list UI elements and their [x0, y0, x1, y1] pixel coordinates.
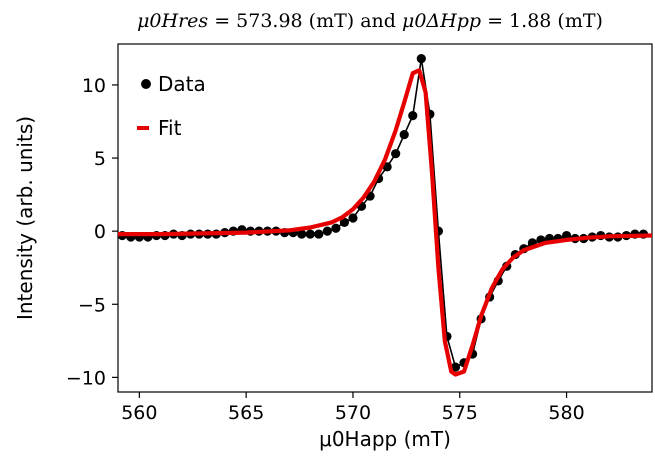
data-series-points	[118, 54, 649, 372]
data-point	[416, 54, 426, 64]
data-point	[399, 130, 409, 140]
legend-fit-label: Fit	[158, 116, 182, 140]
y-tick-label: −10	[66, 367, 106, 389]
data-point	[322, 226, 332, 236]
title-dh-pp-value: = 1.88 (mT)	[481, 10, 603, 32]
x-tick-label: 565	[228, 402, 264, 424]
data-point	[331, 223, 341, 233]
data-point	[297, 229, 307, 239]
data-point	[391, 149, 401, 159]
plot-frame	[117, 43, 653, 393]
y-tick-label: −5	[78, 294, 106, 316]
data-point	[348, 213, 358, 223]
x-axis: 560 565 570 575 580	[121, 392, 585, 424]
y-tick-label: 10	[82, 75, 106, 97]
legend-data-label: Data	[158, 72, 206, 96]
title-h-res-symbol: μ0Hres	[137, 10, 208, 32]
data-point	[339, 217, 350, 227]
x-tick-label: 575	[442, 402, 478, 424]
data-point	[408, 111, 418, 121]
y-tick-label: 5	[94, 148, 106, 170]
data-point	[305, 229, 315, 239]
fit-series-line	[118, 68, 652, 377]
y-axis-title: Intensity (arb. units)	[13, 116, 37, 320]
title-h-res-value: = 573.98 (mT) and	[208, 10, 402, 32]
chart-title: μ0Hres = 573.98 (mT) and μ0ΔHpp = 1.88 (…	[137, 10, 603, 32]
data-series-line	[122, 58, 644, 369]
x-tick-label: 580	[548, 402, 584, 424]
y-tick-label: 0	[94, 221, 106, 243]
x-tick-label: 570	[335, 402, 371, 424]
legend-data-marker	[141, 79, 151, 89]
legend: Data Fit	[137, 72, 206, 140]
data-point	[450, 362, 461, 372]
title-dh-pp-symbol: μ0ΔHpp	[402, 10, 481, 32]
data-point	[314, 229, 324, 239]
x-tick-label: 560	[121, 402, 157, 424]
x-axis-title: μ0Happ (mT)	[319, 427, 451, 451]
y-axis: −10 −5 0 5 10	[66, 75, 118, 389]
